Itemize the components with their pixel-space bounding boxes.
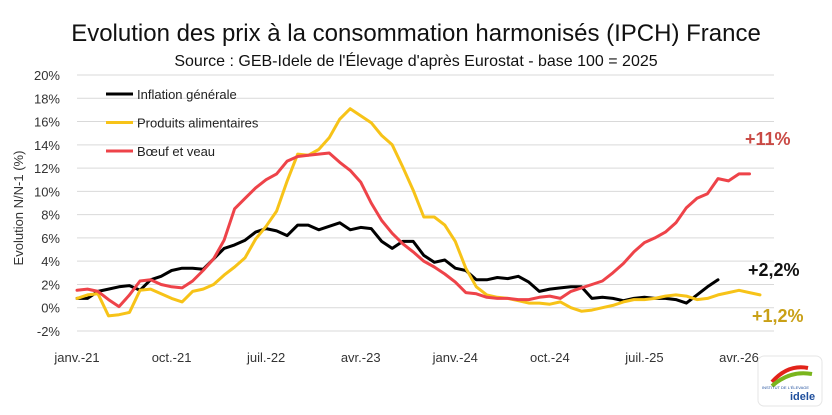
y-tick-label: 16% [34,115,60,130]
logo-small-text: INSTITUT DE L'ÉLEVAGE [762,385,809,390]
end-labels: +11% +2,2% +1,2% [745,129,804,326]
y-tick-label: 10% [34,184,60,199]
y-tick-label: 0% [41,301,60,316]
legend-entry: Inflation générale [137,87,237,102]
x-tick-label: janv.-24 [432,350,478,365]
logo-text: idele [790,391,815,403]
x-tick-label: avr.-26 [719,350,759,365]
y-tick-label: 8% [41,208,60,223]
y-tick-labels: -2% 0% 2% 4% 6% 8% 10% 12% 14% 16% 18% 20% [34,68,60,339]
y-tick-label: 20% [34,68,60,83]
x-tick-label: avr.-23 [341,350,381,365]
y-tick-label: 18% [34,91,60,106]
end-label: +2,2% [748,260,800,280]
x-tick-label: oct.-21 [152,350,192,365]
y-tick-label: 4% [41,254,60,269]
end-label: +1,2% [752,306,804,326]
y-tick-label: 12% [34,161,60,176]
x-tick-label: janv.-21 [53,350,99,365]
x-tick-labels: janv.-21 oct.-21 juil.-22 avr.-23 janv.-24 oc… [53,350,759,365]
gridlines [77,74,774,332]
x-tick-label: oct.-24 [530,350,570,365]
y-tick-label: -2% [37,324,61,339]
series-line-2 [75,151,751,309]
legend-entry: Bœuf et veau [137,144,215,159]
series-lines [75,107,762,318]
logo-swoosh-red [770,365,809,384]
y-tick-label: 2% [41,277,60,292]
chart-subtitle: Source : GEB-Idele de l'Élevage d'après … [174,51,657,70]
legend: Inflation générale Produits alimentaires B… [106,87,259,159]
series-line-0 [75,221,720,305]
y-tick-label: 14% [34,138,60,153]
end-label: +11% [745,129,791,149]
chart-title: Evolution des prix à la consommation har… [71,20,761,47]
legend-entry: Produits alimentaires [137,116,259,131]
series-line-1 [75,107,762,318]
x-tick-label: juil.-25 [624,350,663,365]
x-tick-label: juil.-22 [246,350,285,365]
logo-swoosh-green [770,371,813,388]
idele-logo: INSTITUT DE L'ÉLEVAGE idele [757,355,823,407]
y-axis-label: Evolution N/N-1 (%) [11,151,26,266]
y-tick-label: 6% [41,231,60,246]
